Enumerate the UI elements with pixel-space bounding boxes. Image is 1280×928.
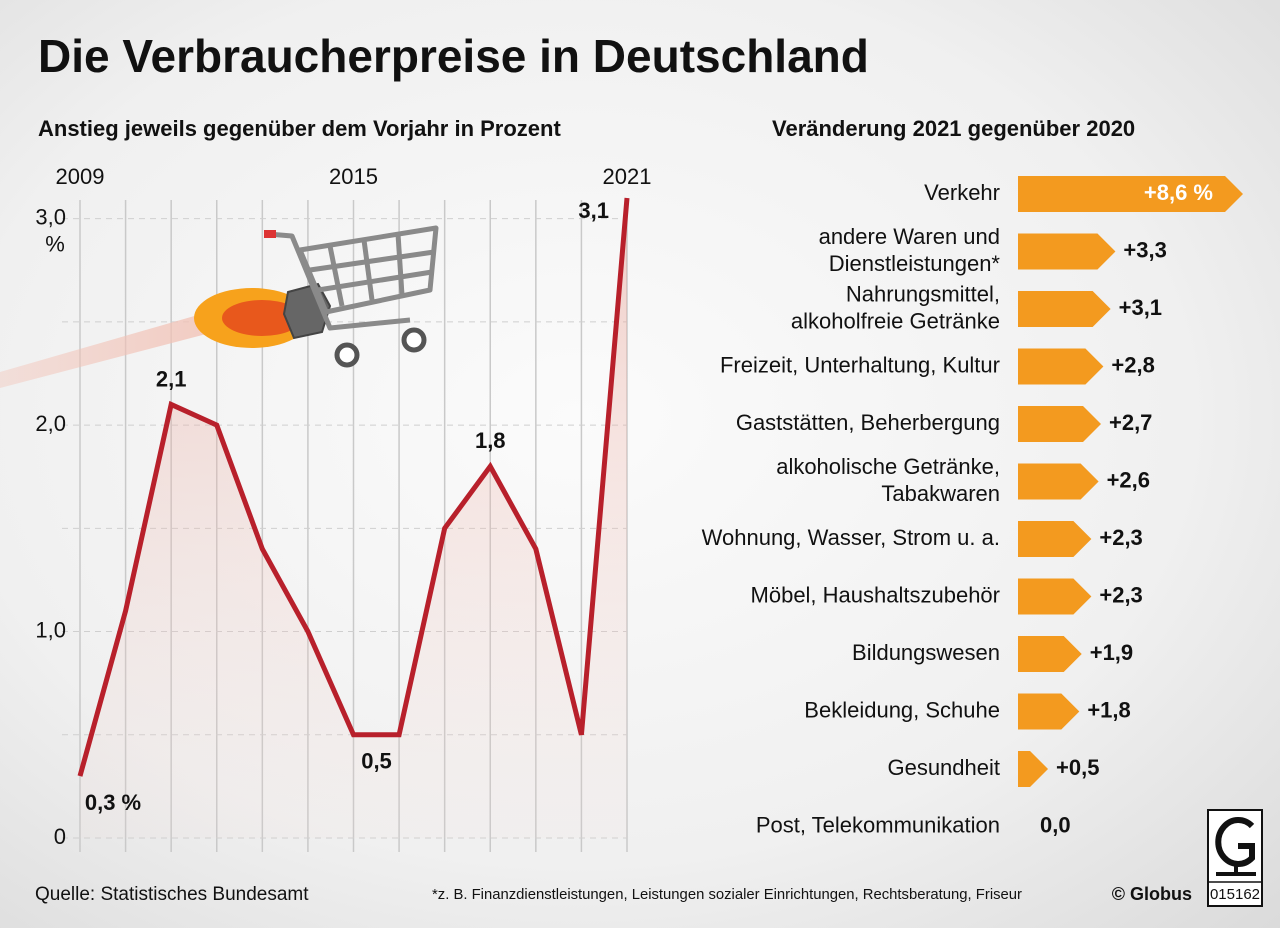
category-label: Verkehr bbox=[924, 180, 1000, 205]
x-tick-label: 2009 bbox=[56, 164, 105, 189]
line-subtitle: Anstieg jeweils gegenüber dem Vorjahr in… bbox=[38, 116, 561, 141]
code: 015162 bbox=[1210, 886, 1260, 903]
globus-logo: 015162 bbox=[1207, 809, 1263, 907]
bar-subtitle: Veränderung 2021 gegenüber 2020 bbox=[772, 116, 1135, 141]
data-label: 0,3 % bbox=[85, 790, 141, 815]
category-label: Freizeit, Unterhaltung, Kultur bbox=[720, 352, 1000, 377]
footnote: *z. B. Finanzdienstleistungen, Leistunge… bbox=[432, 886, 1022, 903]
bar bbox=[1018, 463, 1099, 500]
line bbox=[77, 197, 630, 777]
value-label: +0,5 bbox=[1056, 755, 1099, 780]
data-label: 0,5 bbox=[361, 749, 392, 774]
bar bbox=[1018, 176, 1243, 212]
copyright: © Globus bbox=[1112, 884, 1192, 904]
y-unit: % bbox=[45, 231, 65, 256]
title: Die Verbraucherpreise in Deutschland bbox=[38, 30, 869, 82]
value-label: +3,1 bbox=[1119, 295, 1162, 320]
data-label: 2,1 bbox=[156, 366, 187, 391]
bar bbox=[1018, 233, 1116, 270]
category-label: Gaststätten, Beherbergung bbox=[736, 410, 1000, 435]
bar bbox=[1018, 578, 1092, 615]
bar bbox=[1018, 636, 1082, 672]
bar bbox=[1018, 406, 1101, 442]
bar-chart: Verkehr +8,6 % andere Waren und Dienstleist… bbox=[702, 176, 1243, 837]
value-label: +3,3 bbox=[1123, 237, 1166, 262]
category-label: Wohnung, Wasser, Strom u. a. bbox=[702, 525, 1000, 550]
value-label: +2,3 bbox=[1099, 525, 1142, 550]
value-label: +2,7 bbox=[1109, 410, 1152, 435]
category-label: Gesundheit bbox=[887, 755, 1000, 780]
value-label: +2,3 bbox=[1099, 582, 1142, 607]
category-label: andere Waren und Dienstleistungen* bbox=[819, 224, 1001, 276]
y-tick-label: 2,0 bbox=[35, 411, 66, 436]
value-label: +8,6 % bbox=[1144, 180, 1213, 205]
category-label: Möbel, Haushaltszubehör bbox=[751, 582, 1000, 607]
line-area bbox=[80, 198, 627, 838]
cart-illustration bbox=[0, 225, 439, 388]
data-label: 3,1 bbox=[578, 198, 609, 223]
line-chart: 3,0 2,0 1,0 0% 2009 2015 2021 0,3 % 2,1 0,5 1,8 3,1 bbox=[35, 164, 651, 852]
value-label: +2,8 bbox=[1111, 352, 1154, 377]
y-tick-label: 1,0 bbox=[35, 617, 66, 642]
y-tick-label: 0 bbox=[54, 824, 66, 849]
category-label: Bildungswesen bbox=[852, 640, 1000, 665]
source: Quelle: Statistisches Bundesamt bbox=[35, 884, 309, 905]
value-label: +1,9 bbox=[1090, 640, 1133, 665]
value-label: +2,6 bbox=[1107, 467, 1150, 492]
bar bbox=[1018, 348, 1104, 385]
y-tick-label: 3,0 bbox=[35, 204, 66, 229]
category-label: Post, Telekommunikation bbox=[756, 812, 1000, 837]
bar bbox=[1018, 291, 1111, 327]
category-label: Bekleidung, Schuhe bbox=[804, 697, 1000, 722]
value-label: +1,8 bbox=[1087, 697, 1130, 722]
x-tick-label: 2015 bbox=[329, 164, 378, 189]
category-label: alkoholische Getränke, Tabakwaren bbox=[776, 454, 1000, 506]
bar bbox=[1018, 521, 1092, 557]
category-label: Nahrungsmittel, alkoholfreie Getränke bbox=[791, 281, 1000, 333]
data-label: 1,8 bbox=[475, 428, 506, 453]
x-tick-label: 2021 bbox=[603, 164, 652, 189]
bar bbox=[1018, 751, 1049, 787]
bar bbox=[1018, 693, 1080, 730]
value-label: 0,0 bbox=[1040, 812, 1071, 837]
